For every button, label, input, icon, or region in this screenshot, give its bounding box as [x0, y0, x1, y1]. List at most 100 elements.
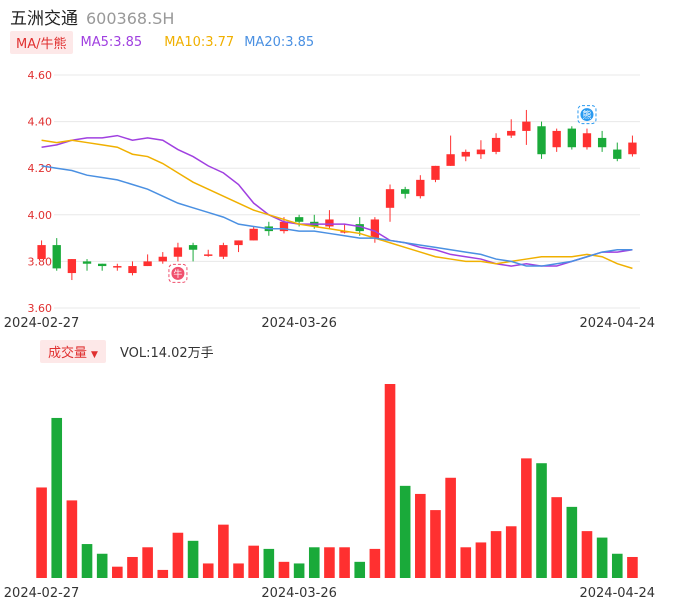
- candle-body: [113, 266, 122, 268]
- volume-bar: [218, 524, 229, 578]
- candle: [67, 259, 77, 281]
- candlestick-series: [37, 109, 637, 281]
- volume-bar: [415, 493, 426, 578]
- candle-body: [628, 142, 637, 155]
- price-date-axis: 2024-02-27 2024-03-26 2024-04-24: [4, 316, 655, 331]
- volume-value: VOL:14.02万手: [119, 345, 214, 361]
- bear-marker-icon: 熊: [577, 105, 597, 125]
- candle-body: [416, 179, 425, 197]
- ma20-line: [41, 165, 633, 267]
- candle: [385, 184, 395, 222]
- candle: [628, 135, 637, 157]
- candle: [507, 119, 516, 138]
- volume-bar: [112, 566, 123, 578]
- candle-body: [567, 128, 576, 148]
- candle: [522, 109, 531, 145]
- candle-body: [128, 266, 137, 274]
- candle: [234, 240, 243, 253]
- volume-bar: [490, 531, 502, 578]
- candle: [552, 128, 561, 152]
- price-grid: [54, 74, 640, 309]
- bull-marker-icon-text: 牛: [173, 268, 182, 280]
- candle-body: [249, 228, 258, 241]
- candle: [173, 242, 183, 262]
- volume-bar: [172, 532, 184, 578]
- price-tick-label: 4.00: [28, 209, 53, 222]
- price-axis: 4.60 4.40 4.20 4.00 3.80 3.60: [28, 69, 53, 315]
- candle: [249, 226, 258, 241]
- volume-bar: [36, 487, 47, 578]
- candle: [188, 242, 198, 262]
- bear-marker-icon-frame: [577, 105, 597, 125]
- candle: [204, 249, 213, 257]
- ma5-value: MA5:3.85: [80, 34, 143, 50]
- volume-bar: [187, 540, 199, 578]
- volume-bar: [369, 548, 381, 578]
- candle: [401, 186, 410, 199]
- candle: [143, 254, 152, 267]
- candle: [128, 261, 137, 276]
- stock-code: 600368.SH: [86, 9, 175, 28]
- candle: [582, 128, 592, 150]
- volume-bar: [445, 477, 456, 578]
- candle-body: [67, 259, 77, 274]
- price-tick-label: 4.20: [28, 162, 53, 175]
- price-tick-label: 4.40: [28, 116, 53, 129]
- candle-body: [507, 130, 516, 136]
- volume-bar: [202, 563, 214, 578]
- candle-body: [173, 247, 183, 257]
- volume-bar: [536, 463, 547, 578]
- volume-bar: [248, 545, 259, 578]
- volume-bar: [460, 547, 472, 578]
- volume-bar: [81, 544, 93, 578]
- candle-body: [552, 130, 561, 148]
- price-date-label: 2024-02-27: [4, 316, 80, 331]
- candle: [416, 175, 425, 199]
- signal-markers: 牛熊: [168, 105, 597, 283]
- candle: [431, 165, 440, 183]
- candle: [113, 263, 122, 271]
- candle-body: [52, 245, 61, 269]
- ma20-value: MA20:3.85: [244, 34, 315, 50]
- candle: [98, 263, 107, 271]
- volume-bar: [293, 563, 305, 578]
- candle: [52, 238, 61, 271]
- moving-average-lines: [41, 134, 633, 270]
- volume-bar: [581, 531, 593, 578]
- volume-date-label: 2024-02-27: [4, 586, 80, 601]
- ma-toggle-button[interactable]: MA/牛熊: [10, 30, 73, 54]
- candle-body: [158, 256, 167, 262]
- candle-body: [204, 254, 213, 256]
- volume-indicator-dropdown[interactable]: 成交量 ▼: [40, 339, 106, 363]
- candle-body: [219, 245, 228, 257]
- volume-bar: [127, 556, 138, 578]
- candle-body: [401, 189, 410, 194]
- candle: [597, 130, 607, 152]
- candle-body: [325, 219, 334, 227]
- ma-legend: MA/牛熊 MA5:3.85 MA10:3.77 MA20:3.85: [10, 30, 315, 54]
- candle-body: [537, 126, 546, 155]
- candle: [491, 133, 501, 155]
- volume-series: [36, 384, 638, 578]
- candle: [219, 242, 228, 260]
- candle-body: [355, 224, 364, 232]
- volume-bar: [233, 563, 244, 578]
- volume-bar: [611, 553, 623, 578]
- ma5-line: [41, 134, 633, 267]
- candle-body: [370, 219, 380, 239]
- volume-bar: [551, 497, 562, 578]
- ma10-value: MA10:3.77: [164, 34, 235, 50]
- ma10-line: [41, 139, 633, 270]
- volume-bar: [142, 547, 153, 578]
- volume-bar: [324, 547, 335, 578]
- candle-body: [188, 245, 198, 250]
- volume-date-label: 2024-03-26: [261, 586, 337, 601]
- price-date-label: 2024-04-24: [579, 316, 655, 331]
- candle-body: [431, 165, 440, 180]
- candle-body: [491, 137, 501, 152]
- bull-marker-icon: 牛: [168, 263, 188, 283]
- candle: [325, 210, 334, 229]
- volume-bar: [96, 553, 108, 578]
- candle-body: [385, 189, 395, 208]
